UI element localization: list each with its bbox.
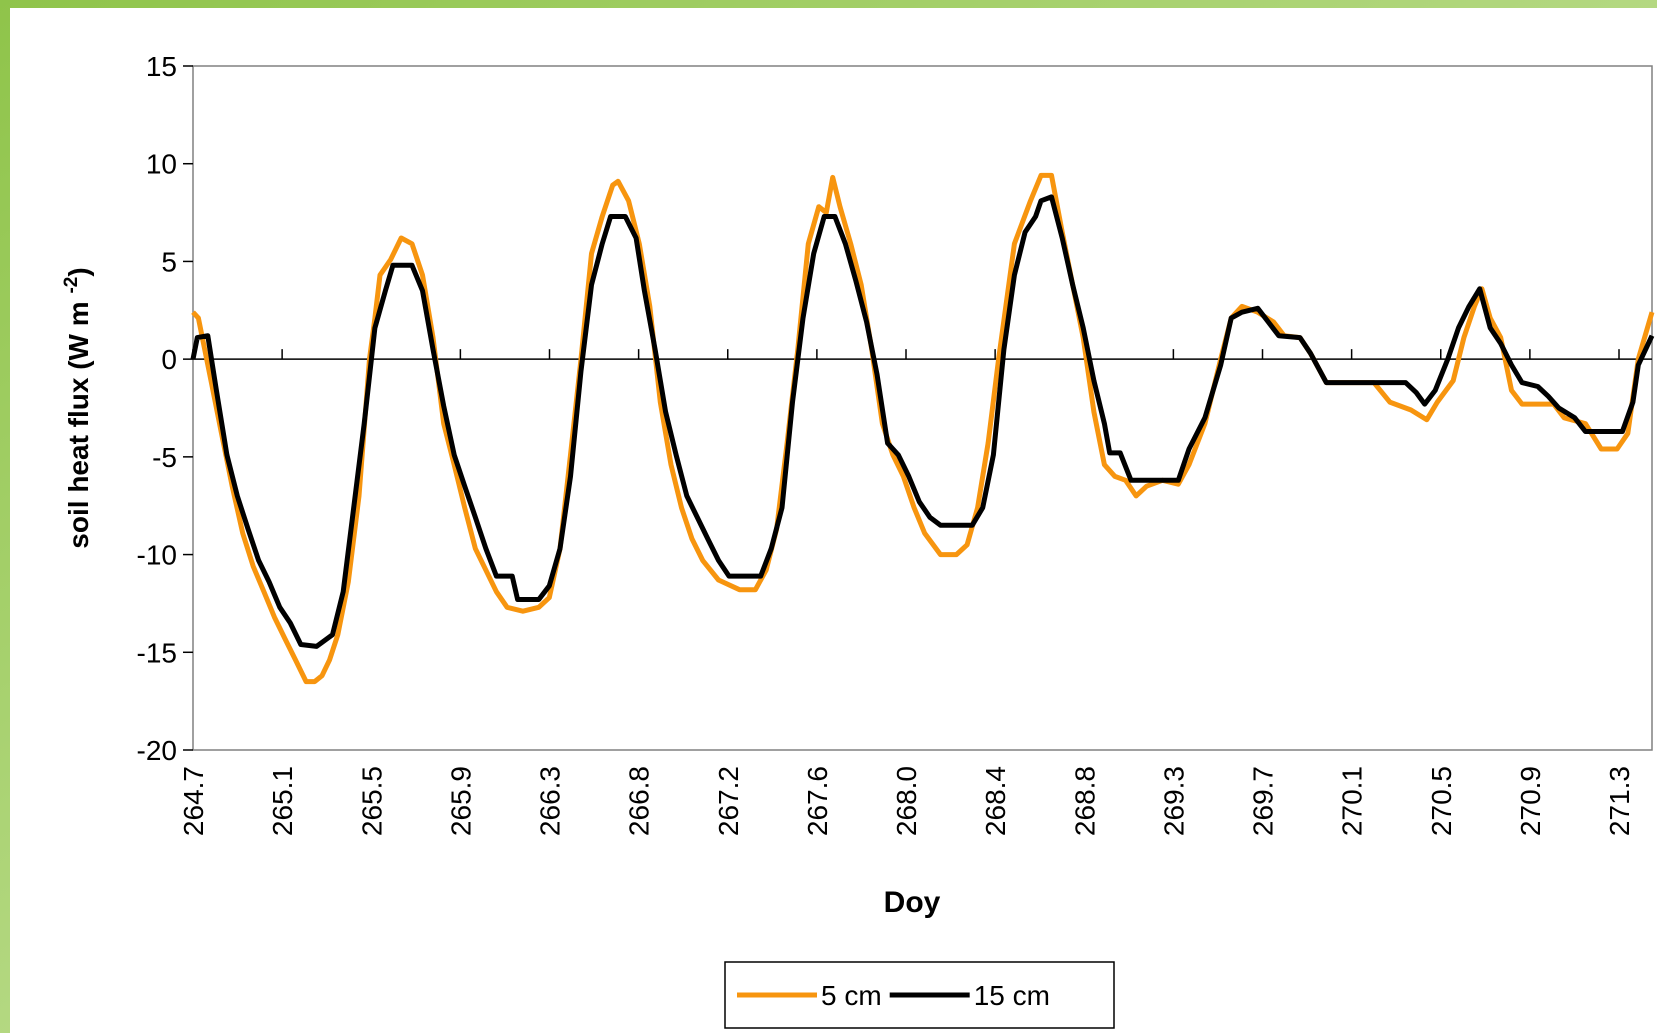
x-tick-label: 264.7 [178,766,209,836]
x-tick-label: 271.3 [1604,766,1635,836]
y-axis-title-sup: -2 [61,277,82,294]
x-tick-label: 265.9 [445,766,476,836]
y-axis-title-end: ) [63,267,94,276]
series-line [190,194,1655,649]
x-tick-label: 270.5 [1426,766,1457,836]
y-tick-label: -5 [152,442,177,473]
y-tick-label: -20 [137,735,177,766]
legend-label: 15 cm [974,980,1050,1011]
y-tick-label: 10 [146,149,177,180]
y-tick-label: -15 [137,637,177,668]
x-tick-label: 267.2 [713,766,744,836]
y-tick-label: 0 [161,344,177,375]
x-tick-label: 265.1 [267,766,298,836]
y-tick-label: 15 [146,51,177,82]
y-tick-label: -10 [137,540,177,571]
x-axis-title: Doy [884,886,941,919]
x-tick-label: 270.9 [1515,766,1546,836]
x-tick-label: 268.4 [980,766,1011,836]
x-tick-label: 266.8 [624,766,655,836]
x-tick-label: 268.8 [1069,766,1100,836]
y-tick-label: 5 [161,246,177,277]
x-tick-label: 270.1 [1337,766,1368,836]
legend-label: 5 cm [821,980,882,1011]
legend: 5 cm 15 cm [724,961,1115,1029]
x-tick-label: 267.6 [802,766,833,836]
x-tick-label: 268.0 [891,766,922,836]
x-tick-label: 269.3 [1158,766,1189,836]
x-tick-label: 265.5 [356,766,387,836]
y-axis-title-text: soil heat flux (W m [63,294,94,549]
y-axis-title: soil heat flux (W m -2) [61,267,94,548]
x-tick-label: 266.3 [535,766,566,836]
x-tick-label: 269.7 [1248,766,1279,836]
